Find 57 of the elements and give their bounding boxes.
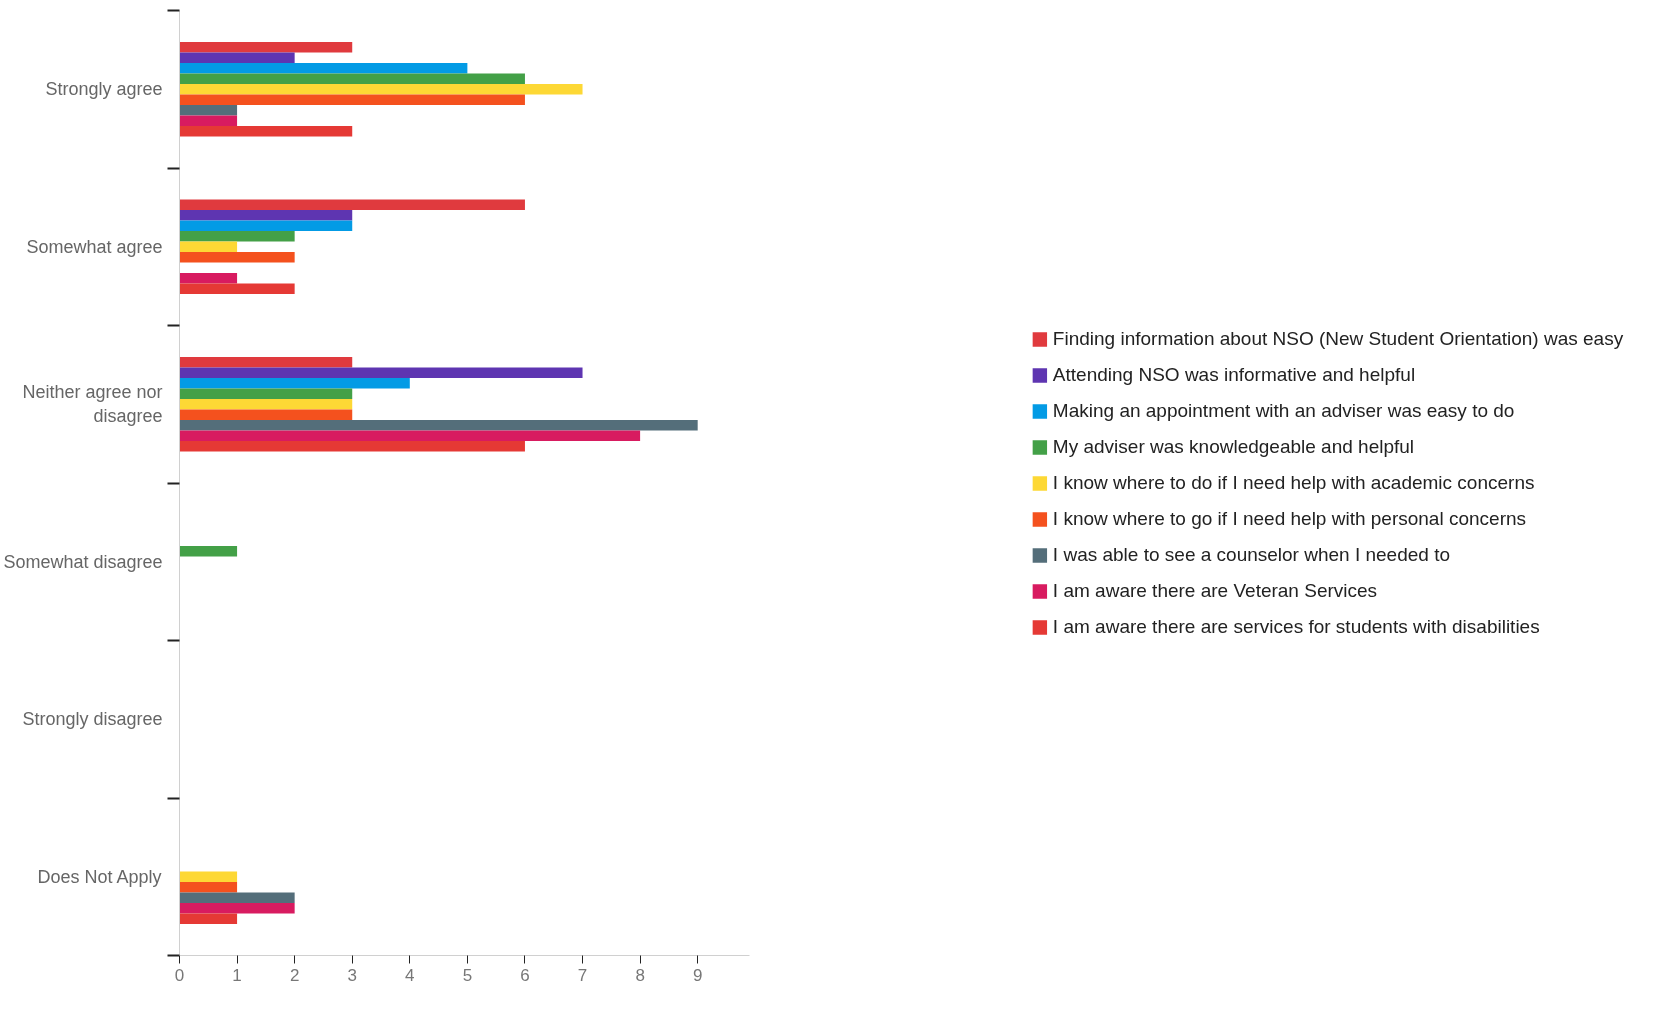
legend-label: I am aware there are Veteran Services bbox=[1052, 578, 1378, 603]
bar bbox=[179, 388, 353, 399]
bar bbox=[179, 231, 295, 242]
bar bbox=[179, 220, 353, 231]
bar bbox=[179, 63, 468, 74]
bar bbox=[179, 871, 238, 882]
bar bbox=[179, 420, 698, 431]
legend-label: I know where to do if I need help with academic concerns bbox=[1052, 470, 1535, 495]
y-tick-label: Neither agree nor disagree bbox=[22, 382, 163, 427]
y-tick-label: Somewhat disagree bbox=[3, 551, 163, 572]
bar bbox=[179, 903, 295, 914]
legend-label: Attending NSO was informative and helpful bbox=[1052, 362, 1416, 387]
x-tick-label: 4 bbox=[405, 965, 415, 985]
x-tick-label: 9 bbox=[692, 965, 703, 985]
bar bbox=[179, 892, 295, 903]
bar bbox=[179, 94, 525, 105]
x-tick-label: 2 bbox=[289, 965, 300, 985]
legend-label: My adviser was knowledgeable and helpful bbox=[1052, 434, 1415, 459]
bar bbox=[179, 367, 583, 378]
x-tick-label: 7 bbox=[577, 965, 588, 985]
bar bbox=[179, 73, 525, 84]
bar bbox=[179, 409, 353, 420]
bar bbox=[179, 84, 583, 95]
x-tick-label: 1 bbox=[232, 965, 242, 985]
bar bbox=[179, 913, 238, 924]
bar bbox=[179, 378, 410, 389]
bar bbox=[179, 210, 353, 221]
bar bbox=[179, 882, 238, 893]
bar bbox=[179, 399, 353, 410]
bar bbox=[179, 357, 353, 368]
bar bbox=[179, 441, 525, 452]
x-tick-label: 6 bbox=[520, 965, 530, 985]
legend-label: I am aware there are services for students with disabilities bbox=[1052, 614, 1540, 639]
bar bbox=[179, 126, 353, 137]
bar bbox=[179, 430, 641, 441]
bar bbox=[179, 273, 238, 284]
bar bbox=[179, 199, 525, 210]
legend-label: Making an appointment with an adviser was easy to do bbox=[1052, 398, 1515, 423]
x-tick-label: 0 bbox=[174, 965, 185, 985]
bar bbox=[179, 546, 238, 557]
x-tick-label: 3 bbox=[347, 965, 357, 985]
bar bbox=[179, 52, 295, 63]
bar bbox=[179, 252, 295, 263]
legend-label: I know where to go if I need help with personal concerns bbox=[1052, 506, 1527, 531]
y-tick-label: Does Not Apply bbox=[37, 866, 162, 887]
bar bbox=[179, 115, 238, 126]
bar bbox=[179, 283, 295, 294]
y-tick-label: Somewhat agree bbox=[26, 236, 163, 257]
bar bbox=[179, 42, 353, 53]
bar bbox=[179, 105, 238, 116]
legend-label: Finding information about NSO (New Student Orientation) was easy bbox=[1052, 326, 1624, 351]
y-tick-label: Strongly agree bbox=[45, 79, 163, 100]
legend-label: I was able to see a counselor when I needed to bbox=[1052, 542, 1451, 567]
x-tick-label: 8 bbox=[635, 965, 645, 985]
x-tick-label: 5 bbox=[462, 965, 473, 985]
y-tick-label: Strongly disagree bbox=[22, 709, 163, 730]
bar bbox=[179, 241, 238, 252]
